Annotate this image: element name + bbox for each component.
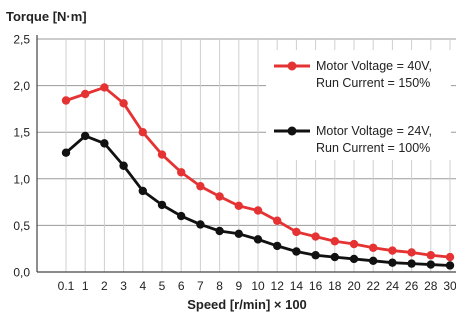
y-axis-label: Torque [N·m] [6,9,87,24]
series-2-point [157,200,167,210]
series-1-point [177,168,186,177]
x-tick-label: 6 [178,279,185,293]
series-1-point [311,232,320,241]
series-2-point [407,259,416,268]
series-2-point [253,235,263,244]
x-tick-label: 4 [139,279,146,293]
series-2-point [119,161,128,170]
series-2-point [445,261,455,270]
legend: Motor Voltage = 40V, Run Current = 150% Mo… [266,50,451,160]
y-tick-labels: 0,0 0,5 1,0 1,5 2,0 2,5 [13,33,30,280]
x-tick-label: 1 [82,279,89,293]
series-1-point [196,182,205,191]
x-tick-label: 24 [386,279,400,293]
series-1-point [81,89,90,99]
series-1-point [157,150,167,159]
series-1-point [138,128,147,137]
x-tick-label: 2 [101,279,108,293]
x-tick-label: 14 [290,279,304,293]
legend-entry-1-line-2: Run Current = 150% [316,76,430,90]
series-2-point [292,247,301,256]
series-2-point [388,258,397,267]
x-tick-label: 10 [251,279,265,293]
y-tick-label: 2,0 [13,79,30,93]
series-2-point [100,139,109,148]
series-2-point [234,229,243,238]
y-tick-label: 2,5 [13,33,30,47]
x-tick-label: 5 [159,279,166,293]
legend-entry-2-line-2: Run Current = 100% [316,141,430,155]
x-axis-label: Speed [r/min] × 100 [187,297,307,312]
series-2-point [138,186,147,196]
series-1-point [61,96,71,105]
y-tick-label: 0,0 [13,266,30,280]
x-tick-label: 18 [328,279,342,293]
x-tick-label: 8 [216,279,223,293]
x-tick-label: 26 [405,279,419,293]
series-1-point [330,237,339,246]
x-tick-label: 0.1 [58,279,75,293]
legend-swatch-marker-1 [287,61,297,71]
legend-background [266,50,451,160]
series-2-point [196,220,205,229]
series-lines [61,83,455,270]
legend-swatch-marker-2 [287,126,297,136]
series-1-point [215,192,224,201]
series-1-point [253,206,263,215]
series-1-point [349,239,359,249]
y-tick-label: 0,5 [13,219,30,233]
series-1-point [292,227,301,237]
x-tick-label: 22 [367,279,381,293]
series-1-point [407,248,416,257]
x-tick-label: 3 [120,279,127,293]
series-2-point [349,254,359,264]
series-1-point [100,83,109,92]
axes [36,35,456,273]
x-tick-label: 20 [347,279,361,293]
series-2-point [177,211,186,221]
series-1-point [426,251,435,260]
series-1-point [445,252,455,262]
x-tick-labels: 0.1 1 2 3 4 5 6 7 8 9 10 12 14 16 18 20 22 24 26 28 30 [58,279,456,293]
x-tick-label: 7 [197,279,204,293]
y-tick-label: 1,5 [13,126,30,140]
series-2-point [330,252,339,262]
legend-entry-1-line-1: Motor Voltage = 40V, [316,59,432,73]
series-1-point [234,201,243,211]
series-2-point [426,260,435,269]
series-1-point [119,99,128,108]
series-1-point [273,216,282,225]
series-2-point [311,251,320,260]
legend-entry-2-line-1: Motor Voltage = 24V, [316,124,432,138]
x-tick-label: 30 [443,279,456,293]
x-tick-label: 12 [271,279,285,293]
series-2-point [369,256,378,266]
series-2-point [61,148,71,157]
series-2-point [81,131,90,141]
series-1-point [369,243,378,252]
x-tick-label: 16 [309,279,323,293]
x-tick-label: 9 [235,279,242,293]
y-tick-label: 1,0 [13,172,30,186]
series-2-point [215,226,224,236]
series-1-point [388,246,397,255]
series-2-point [273,241,282,251]
x-tick-label: 28 [424,279,438,293]
